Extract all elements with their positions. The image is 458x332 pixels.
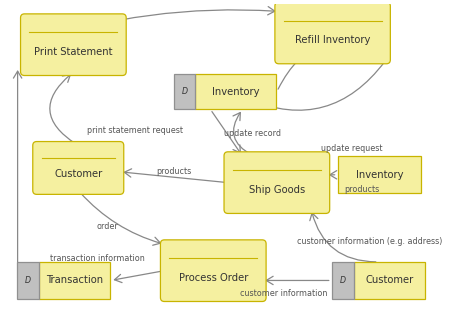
Text: print statement request: print statement request xyxy=(87,126,183,135)
Text: transaction information: transaction information xyxy=(50,254,145,263)
FancyArrowPatch shape xyxy=(310,213,376,262)
Text: products: products xyxy=(157,167,192,176)
FancyArrowPatch shape xyxy=(212,112,240,153)
Bar xyxy=(354,262,425,299)
Bar xyxy=(332,262,354,299)
Text: D: D xyxy=(340,276,346,285)
FancyArrowPatch shape xyxy=(27,7,275,44)
Text: Print Statement: Print Statement xyxy=(34,47,113,57)
FancyArrowPatch shape xyxy=(114,271,162,283)
Text: Refill Inventory: Refill Inventory xyxy=(295,35,371,45)
Text: Process Order: Process Order xyxy=(179,273,248,283)
FancyArrowPatch shape xyxy=(80,193,160,245)
Text: customer information: customer information xyxy=(240,289,327,298)
Text: D: D xyxy=(25,276,31,285)
FancyArrowPatch shape xyxy=(266,276,329,285)
Text: Transaction: Transaction xyxy=(46,276,103,286)
Text: products: products xyxy=(344,185,380,194)
FancyArrowPatch shape xyxy=(233,113,252,155)
Text: update record: update record xyxy=(224,129,281,138)
Bar xyxy=(17,262,38,299)
FancyArrowPatch shape xyxy=(248,62,385,110)
Text: Inventory: Inventory xyxy=(212,87,260,97)
FancyArrowPatch shape xyxy=(278,43,383,89)
Text: D: D xyxy=(181,87,187,96)
FancyBboxPatch shape xyxy=(224,152,330,213)
Bar xyxy=(195,74,276,109)
FancyBboxPatch shape xyxy=(33,141,124,194)
Bar xyxy=(338,156,421,194)
Text: Customer: Customer xyxy=(365,276,414,286)
FancyArrowPatch shape xyxy=(330,171,337,179)
FancyArrowPatch shape xyxy=(50,75,76,144)
FancyArrowPatch shape xyxy=(124,169,225,182)
Text: Ship Goods: Ship Goods xyxy=(249,185,305,195)
Text: customer information (e.g. address): customer information (e.g. address) xyxy=(297,237,442,246)
FancyBboxPatch shape xyxy=(21,14,126,75)
Text: order: order xyxy=(97,222,119,231)
Bar xyxy=(174,74,195,109)
Text: update request: update request xyxy=(322,144,383,153)
FancyArrowPatch shape xyxy=(13,71,22,278)
Text: Customer: Customer xyxy=(54,169,103,179)
Bar xyxy=(38,262,110,299)
FancyBboxPatch shape xyxy=(160,240,266,301)
Text: Inventory: Inventory xyxy=(356,170,403,180)
FancyBboxPatch shape xyxy=(275,2,390,64)
